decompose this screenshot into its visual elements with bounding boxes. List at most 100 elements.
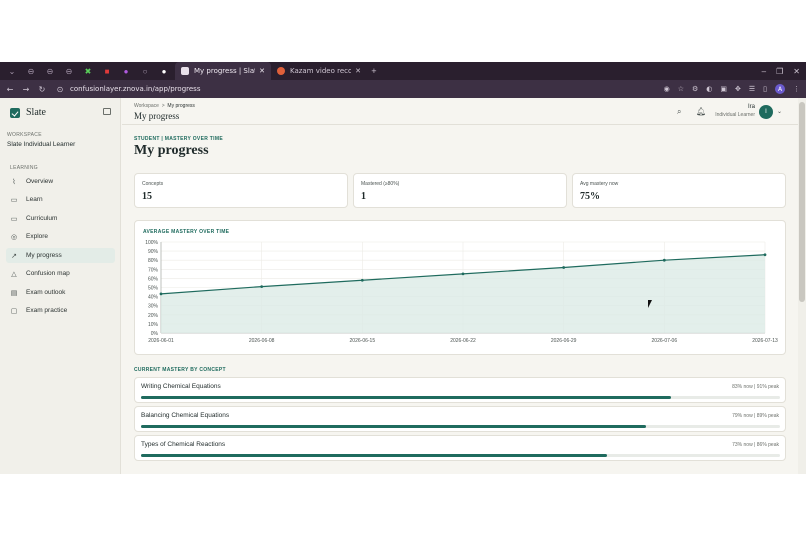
slate-logo-icon: [10, 107, 20, 118]
collapse-sidebar-icon[interactable]: [103, 108, 111, 115]
pinned-tab-icon[interactable]: ⊖: [46, 66, 54, 76]
pinned-tab-icon[interactable]: ●: [123, 66, 129, 76]
breadcrumb-separator: >: [161, 103, 165, 109]
forward-icon[interactable]: →: [22, 84, 30, 94]
app: Slate WORKSPACE Slate Individual Learner…: [0, 98, 806, 474]
site-info-icon[interactable]: ⊙: [56, 84, 64, 94]
y-tick-label: 20%: [148, 313, 159, 319]
pinned-tab-icon[interactable]: ○: [142, 66, 148, 76]
concept-name: Types of Chemical Reactions: [141, 441, 226, 448]
pinned-tab-icon[interactable]: ■: [104, 66, 110, 76]
y-tick-label: 60%: [148, 276, 159, 282]
x-tick-label: 2026-06-15: [350, 338, 376, 344]
stat-label: Concepts: [142, 181, 164, 187]
pinned-tab-icon[interactable]: ✖: [84, 66, 92, 76]
sidebar-item-overview[interactable]: ⌇ Overview: [6, 174, 115, 189]
x-tick-label: 2026-06-29: [551, 338, 577, 344]
concept-row[interactable]: Writing Chemical Equations 83% now | 91% …: [134, 377, 786, 403]
y-tick-label: 80%: [148, 258, 159, 264]
incognito-icon[interactable]: ◉: [663, 85, 670, 93]
back-icon[interactable]: ←: [6, 84, 14, 94]
breadcrumb-root[interactable]: Workspace: [134, 103, 159, 109]
minimize-icon[interactable]: –: [761, 66, 767, 76]
search-icon[interactable]: ⌕: [677, 107, 682, 116]
sidebar-item-label: Explore: [26, 233, 49, 240]
x-tick-label: 2026-07-06: [652, 338, 678, 344]
page-title: My progress: [134, 111, 180, 121]
concept-row[interactable]: Balancing Chemical Equations 79% now | 89…: [134, 406, 786, 432]
sidebar-item-learn[interactable]: ▭ Learn: [6, 192, 115, 207]
tab-list-icon[interactable]: ⌄: [8, 66, 16, 76]
sidebar-item-label: Learn: [26, 196, 43, 203]
chevron-down-icon[interactable]: ⌄: [777, 109, 783, 115]
new-tab-button[interactable]: +: [371, 67, 377, 75]
sidebar-item-confusion-map[interactable]: △ Confusion map: [6, 266, 115, 281]
restore-icon[interactable]: ❐: [776, 66, 784, 76]
data-point: [159, 292, 163, 296]
topbar: Workspace > My progress My progress ⌕ 🔔︎…: [122, 98, 806, 125]
data-point: [360, 278, 364, 282]
pinned-tab-icon[interactable]: ⊖: [27, 66, 35, 76]
bell-icon[interactable]: 🔔︎: [696, 107, 707, 116]
mastery-fill: [141, 396, 672, 399]
url-field[interactable]: confusionlayer.znova.in/app/progress: [70, 85, 201, 93]
compass-icon: ◎: [10, 233, 18, 241]
mastery-track: [141, 425, 780, 428]
brand[interactable]: Slate: [10, 107, 46, 118]
sidebar-item-label: Overview: [26, 178, 54, 185]
workspace-name[interactable]: Slate Individual Learner: [7, 141, 76, 148]
y-tick-label: 40%: [148, 295, 159, 301]
extension-icon[interactable]: ▣: [720, 85, 727, 93]
sidebar-item-exam-outlook[interactable]: ▤ Exam outlook: [6, 285, 115, 300]
sidebar-item-curriculum[interactable]: ▭ Curriculum: [6, 211, 115, 226]
scrollbar[interactable]: [798, 98, 806, 474]
close-tab-icon[interactable]: ✕: [259, 67, 265, 75]
concept-summary: 73% now | 86% peak: [732, 442, 779, 448]
sidepanel-icon[interactable]: ▯: [763, 85, 767, 93]
close-tab-icon[interactable]: ✕: [355, 67, 361, 75]
sidebar-item-exam-practice[interactable]: ▢ Exam practice: [6, 303, 115, 318]
sidebar-item-label: Curriculum: [26, 215, 58, 222]
sidebar-item-explore[interactable]: ◎ Explore: [6, 229, 115, 244]
mastery-chart: 0% 10% 20% 30% 40% 50% 60% 70% 80% 90% 100% 2026-06…: [145, 240, 778, 344]
book-icon: ▭: [10, 196, 18, 204]
warning-icon: △: [11, 270, 17, 278]
chart-line-icon: ⌇: [12, 178, 16, 186]
folder-icon: ▭: [10, 215, 18, 223]
data-point: [763, 253, 767, 257]
user-name: Ira: [747, 104, 755, 110]
media-icon[interactable]: ☰: [748, 85, 756, 93]
extension-icon[interactable]: ◐: [706, 85, 713, 93]
mastery-fill: [141, 425, 646, 428]
sidebar-item-my-progress[interactable]: ↗ My progress: [6, 248, 115, 263]
concepts-section-title: CURRENT MASTERY BY CONCEPT: [134, 367, 226, 373]
x-tick-label: 2026-07-13: [752, 338, 778, 344]
y-tick-label: 90%: [148, 249, 159, 255]
scrollbar-thumb[interactable]: [799, 102, 805, 302]
user-role: Individual Learner: [715, 112, 755, 118]
user-info[interactable]: Ira Individual Learner: [714, 104, 755, 118]
tab-kazam[interactable]: Kazam video recording s ✕: [271, 62, 367, 80]
browser-tab-bar: ⌄ ⊖ ⊖ ⊖ ✖ ■ ● ○ ● My progress | Slate ✕ …: [0, 62, 806, 80]
stat-value: 1: [361, 191, 366, 202]
mastery-fill: [141, 454, 608, 457]
bookmark-star-icon[interactable]: ☆: [677, 85, 684, 93]
profile-avatar[interactable]: A: [775, 84, 785, 94]
mastery-track: [141, 454, 780, 457]
puzzle-icon[interactable]: ✥: [734, 85, 741, 93]
reload-icon[interactable]: ↻: [38, 84, 46, 94]
book-open-icon: ▤: [10, 289, 18, 297]
tab-my-progress[interactable]: My progress | Slate ✕: [175, 62, 271, 80]
pinned-tab-icon[interactable]: ⊖: [65, 66, 73, 76]
github-icon[interactable]: ●: [161, 66, 167, 76]
concept-row[interactable]: Types of Chemical Reactions 73% now | 86%…: [134, 435, 786, 461]
slate-favicon-icon: [181, 67, 189, 75]
y-tick-label: 0%: [151, 331, 159, 337]
tab-title: My progress | Slate: [194, 67, 256, 75]
menu-icon[interactable]: ⋮: [793, 85, 800, 93]
address-bar-actions: ◉ ☆ ⚙ ◐ ▣ ✥ ☰ ▯ A ⋮: [664, 84, 806, 94]
avatar[interactable]: I: [759, 105, 773, 119]
extension-icon[interactable]: ⚙: [691, 85, 699, 93]
close-icon[interactable]: ✕: [793, 66, 800, 76]
stat-card-avg-mastery: Avg mastery now 75%: [572, 173, 786, 208]
